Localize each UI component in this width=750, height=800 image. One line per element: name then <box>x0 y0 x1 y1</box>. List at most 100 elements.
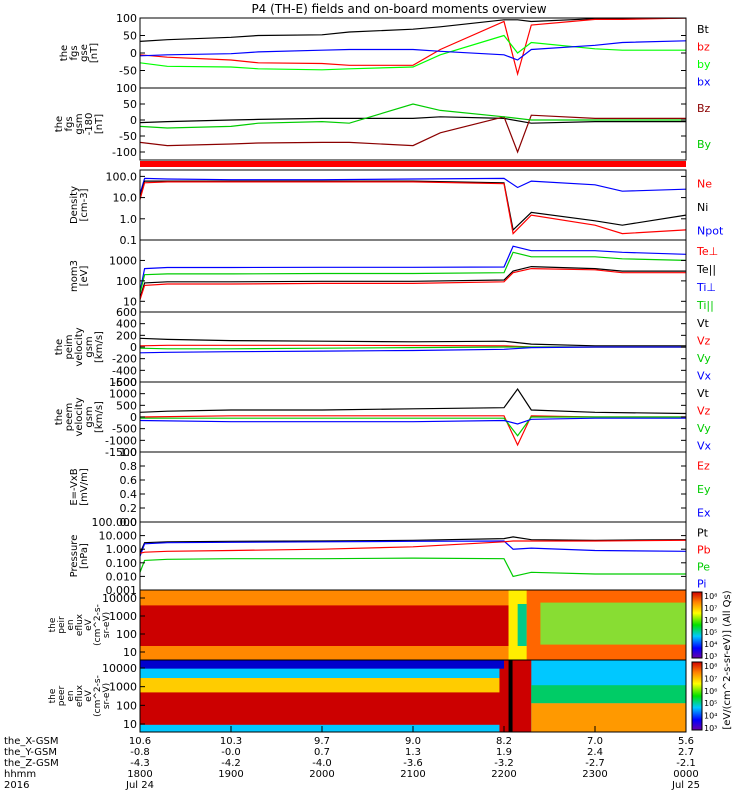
y-axis-label: gsm <box>74 113 85 134</box>
x-row-label: the_Y-GSM <box>4 747 57 758</box>
colorbar-tick-label: 10⁷ <box>704 604 717 613</box>
spectrogram-band <box>531 685 686 704</box>
colorbar-tick-label: 10⁷ <box>704 674 717 683</box>
panel-frame <box>139 87 687 161</box>
y-tick-label: 100 <box>116 82 137 95</box>
series-line-ne-2 <box>140 181 686 235</box>
x-row-label: the_X-GSM <box>4 736 58 747</box>
series-group <box>140 337 686 354</box>
y-axis-label: en <box>66 690 76 701</box>
colorbar-tick-label: 10⁶ <box>704 616 717 625</box>
y-tick-label: 10000 <box>102 592 137 605</box>
spectrogram-peir: 10000 1000 100 10 the peir en eflux eV (cm^2-s-sr… <box>48 589 717 661</box>
date-label: Jul 25 <box>671 780 700 791</box>
y-axis-label: -180 <box>84 113 95 136</box>
series-line-pe-3 <box>140 557 686 578</box>
legend-label: by <box>697 58 711 71</box>
y-axis-label: the <box>54 339 65 355</box>
panel-fgs_gse: 100 50 0 -50 the fgs gse [nT] Bt bz by bx <box>59 12 711 89</box>
y-tick-label: -50 <box>119 65 137 78</box>
y-axis-label: fgs <box>64 116 75 131</box>
colorbar-tick-label: 10³ <box>704 724 717 733</box>
series-line-te-2 <box>140 265 686 298</box>
x-tick-label: -3.2 <box>494 758 514 769</box>
legend-label: Pi <box>697 578 706 591</box>
y-axis-label: the <box>48 617 58 632</box>
series-line-npot-0 <box>140 177 686 195</box>
spectrogram-band <box>499 660 532 732</box>
legend-label: Vt <box>697 317 710 330</box>
series-group <box>140 103 686 154</box>
y-axis-label: (cm^2-s- <box>93 675 103 717</box>
x-tick-label: 1.9 <box>496 747 512 758</box>
y-tick-label: 0.1 <box>120 234 138 247</box>
y-tick-label: 600 <box>116 306 137 319</box>
series-line-by-2 <box>140 103 686 129</box>
x-row-label: hhmm <box>4 769 36 780</box>
x-tick-label: -2.7 <box>585 758 605 769</box>
legend-label: Pt <box>697 527 709 540</box>
y-axis-label: eflux <box>75 684 85 707</box>
y-tick-label: 10 <box>123 295 137 308</box>
panel-frame <box>139 17 687 89</box>
y-axis-label: [eV] <box>79 266 90 287</box>
series-line-ni-1 <box>140 180 686 232</box>
series-line-te-3 <box>140 267 686 300</box>
y-tick-label: 1.0 <box>120 213 138 226</box>
spectrogram-gap <box>508 660 513 732</box>
panel-frame <box>139 451 687 523</box>
x-tick-label: -3.6 <box>403 758 423 769</box>
y-axis-label: [mV/m] <box>79 468 90 506</box>
series-line-bt-0 <box>140 18 686 42</box>
series-line-vt-0 <box>140 337 686 347</box>
series-line-bz-1 <box>140 114 686 154</box>
y-axis-label: the <box>54 409 65 425</box>
y-axis-label: [nT] <box>94 114 105 134</box>
y-axis-label: velocity <box>74 397 85 436</box>
series-line-vx-3 <box>140 346 686 354</box>
y-tick-label: 50 <box>123 98 137 111</box>
y-tick-label: 1.000 <box>106 543 138 556</box>
legend-label: bx <box>697 75 711 88</box>
spectrogram-band <box>540 602 686 645</box>
x-tick-label: 9.7 <box>314 736 330 747</box>
x-tick-label: 2300 <box>582 769 607 780</box>
y-tick-label: 400 <box>116 318 137 331</box>
x-tick-label: 2100 <box>400 769 425 780</box>
legend-label: Vt <box>697 387 710 400</box>
x-tick-label: -4.0 <box>312 758 332 769</box>
x-tick-label: 2200 <box>491 769 516 780</box>
x-tick-label: 8.2 <box>496 736 512 747</box>
series-line-by-2 <box>140 34 686 71</box>
y-axis-label: peem <box>64 403 75 431</box>
y-tick-label: 100 <box>116 275 137 288</box>
spectrogram-band <box>140 692 504 725</box>
y-tick-label: -100 <box>112 146 137 159</box>
y-axis-label: eflux <box>75 613 85 636</box>
legend-label: Ne <box>697 178 712 191</box>
y-tick-label: 1000 <box>109 254 137 267</box>
y-tick-label: 10 <box>123 646 137 659</box>
series-line-vt-0 <box>140 387 686 415</box>
y-axis-label: velocity <box>74 327 85 366</box>
colorbar-tick-label: 10⁸ <box>704 662 717 671</box>
y-tick-label: 100.0 <box>106 170 138 183</box>
x-tick-label: -4.3 <box>130 758 150 769</box>
y-axis-label: [cm-3] <box>79 188 90 221</box>
x-tick-label: -2.1 <box>676 758 696 769</box>
y-tick-label: 0.010 <box>106 570 138 583</box>
x-tick-label: 10.3 <box>220 736 242 747</box>
y-tick-label: 100 <box>116 699 137 712</box>
y-axis-label: Density <box>69 186 80 224</box>
x-tick-label: 2.7 <box>678 747 694 758</box>
legend-label: Pe <box>697 561 710 574</box>
y-tick-label: 1000 <box>109 388 137 401</box>
y-axis-label: gsm <box>84 406 95 427</box>
series-group <box>140 536 686 578</box>
y-axis-label: [km/s] <box>94 401 105 433</box>
y-tick-label: 0 <box>130 47 137 60</box>
x-row-label: 2016 <box>4 780 29 791</box>
